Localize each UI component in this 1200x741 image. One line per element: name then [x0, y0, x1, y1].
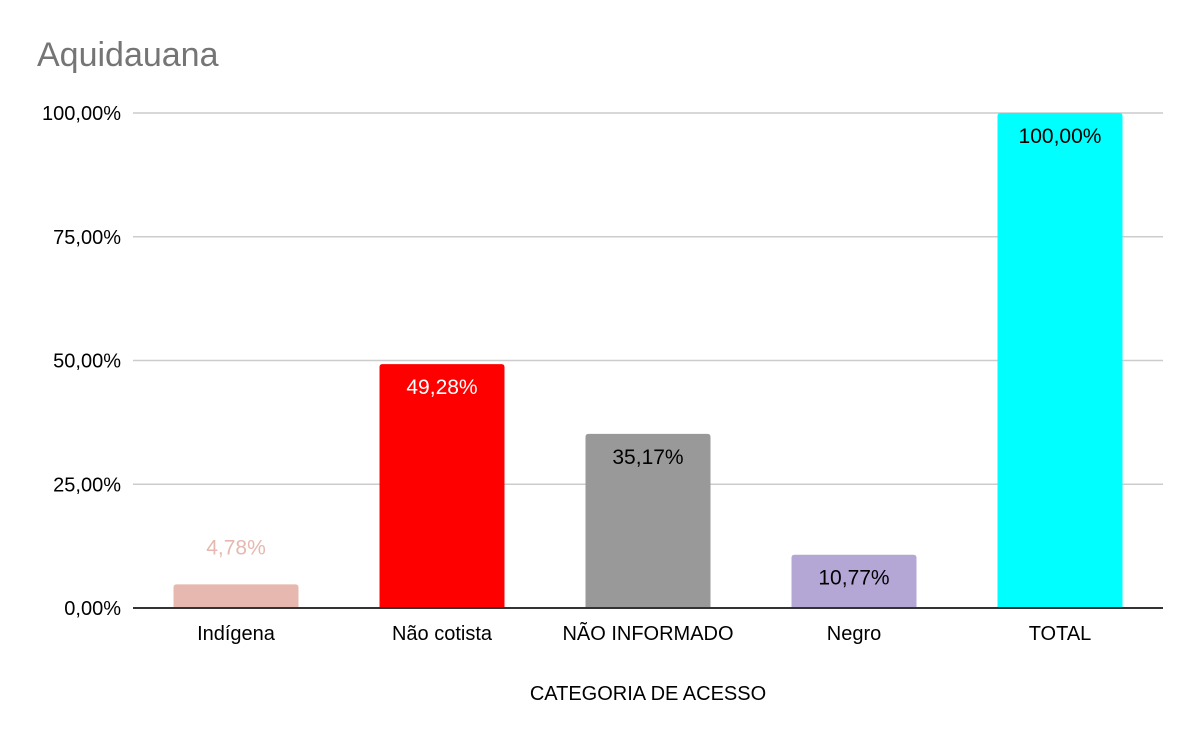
bar	[791, 554, 917, 608]
data-label: 35,17%	[612, 446, 683, 469]
data-label: 10,77%	[818, 567, 889, 590]
y-tick-label: 75,00%	[53, 227, 121, 249]
bar	[997, 113, 1123, 608]
bar	[585, 433, 711, 608]
y-tick-label: 0,00%	[64, 598, 121, 620]
data-label: 4,78%	[206, 536, 266, 559]
y-tick-label: 50,00%	[53, 351, 121, 373]
data-label: 100,00%	[1019, 125, 1102, 148]
bar	[173, 584, 299, 608]
y-tick-label: 25,00%	[53, 474, 121, 496]
chart-title: Aquidauana	[37, 36, 219, 74]
bar	[379, 364, 505, 608]
data-label: 49,28%	[406, 376, 477, 399]
x-tick-label: Não cotista	[392, 623, 493, 645]
y-tick-label: 100,00%	[42, 103, 121, 125]
x-tick-label: NÃO INFORMADO	[562, 621, 733, 645]
x-tick-label: Negro	[827, 623, 881, 645]
x-axis-title: CATEGORIA DE ACESSO	[530, 683, 766, 705]
x-tick-label: Indígena	[197, 623, 276, 645]
x-tick-label: TOTAL	[1029, 623, 1092, 645]
